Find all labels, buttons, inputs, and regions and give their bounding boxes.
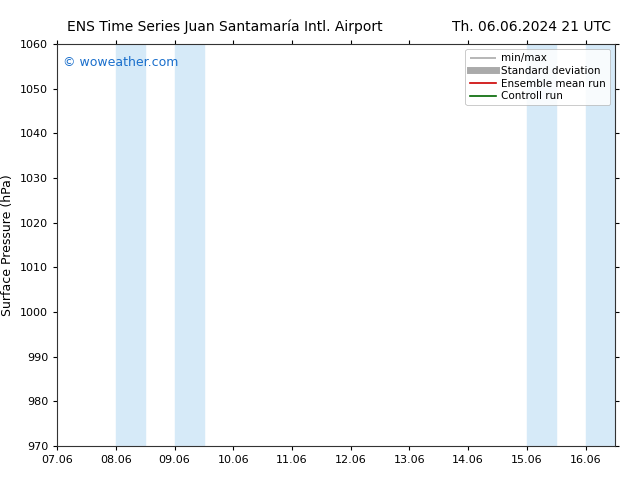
Text: © woweather.com: © woweather.com: [63, 56, 178, 69]
Bar: [174, 44, 204, 446]
Legend: min/max, Standard deviation, Ensemble mean run, Controll run: min/max, Standard deviation, Ensemble me…: [465, 49, 610, 105]
Y-axis label: Surface Pressure (hPa): Surface Pressure (hPa): [1, 174, 15, 316]
Text: ENS Time Series Juan Santamaría Intl. Airport: ENS Time Series Juan Santamaría Intl. Ai…: [67, 20, 382, 34]
Bar: [116, 44, 145, 446]
Text: Th. 06.06.2024 21 UTC: Th. 06.06.2024 21 UTC: [452, 20, 611, 34]
Bar: [527, 44, 556, 446]
Bar: [586, 44, 615, 446]
